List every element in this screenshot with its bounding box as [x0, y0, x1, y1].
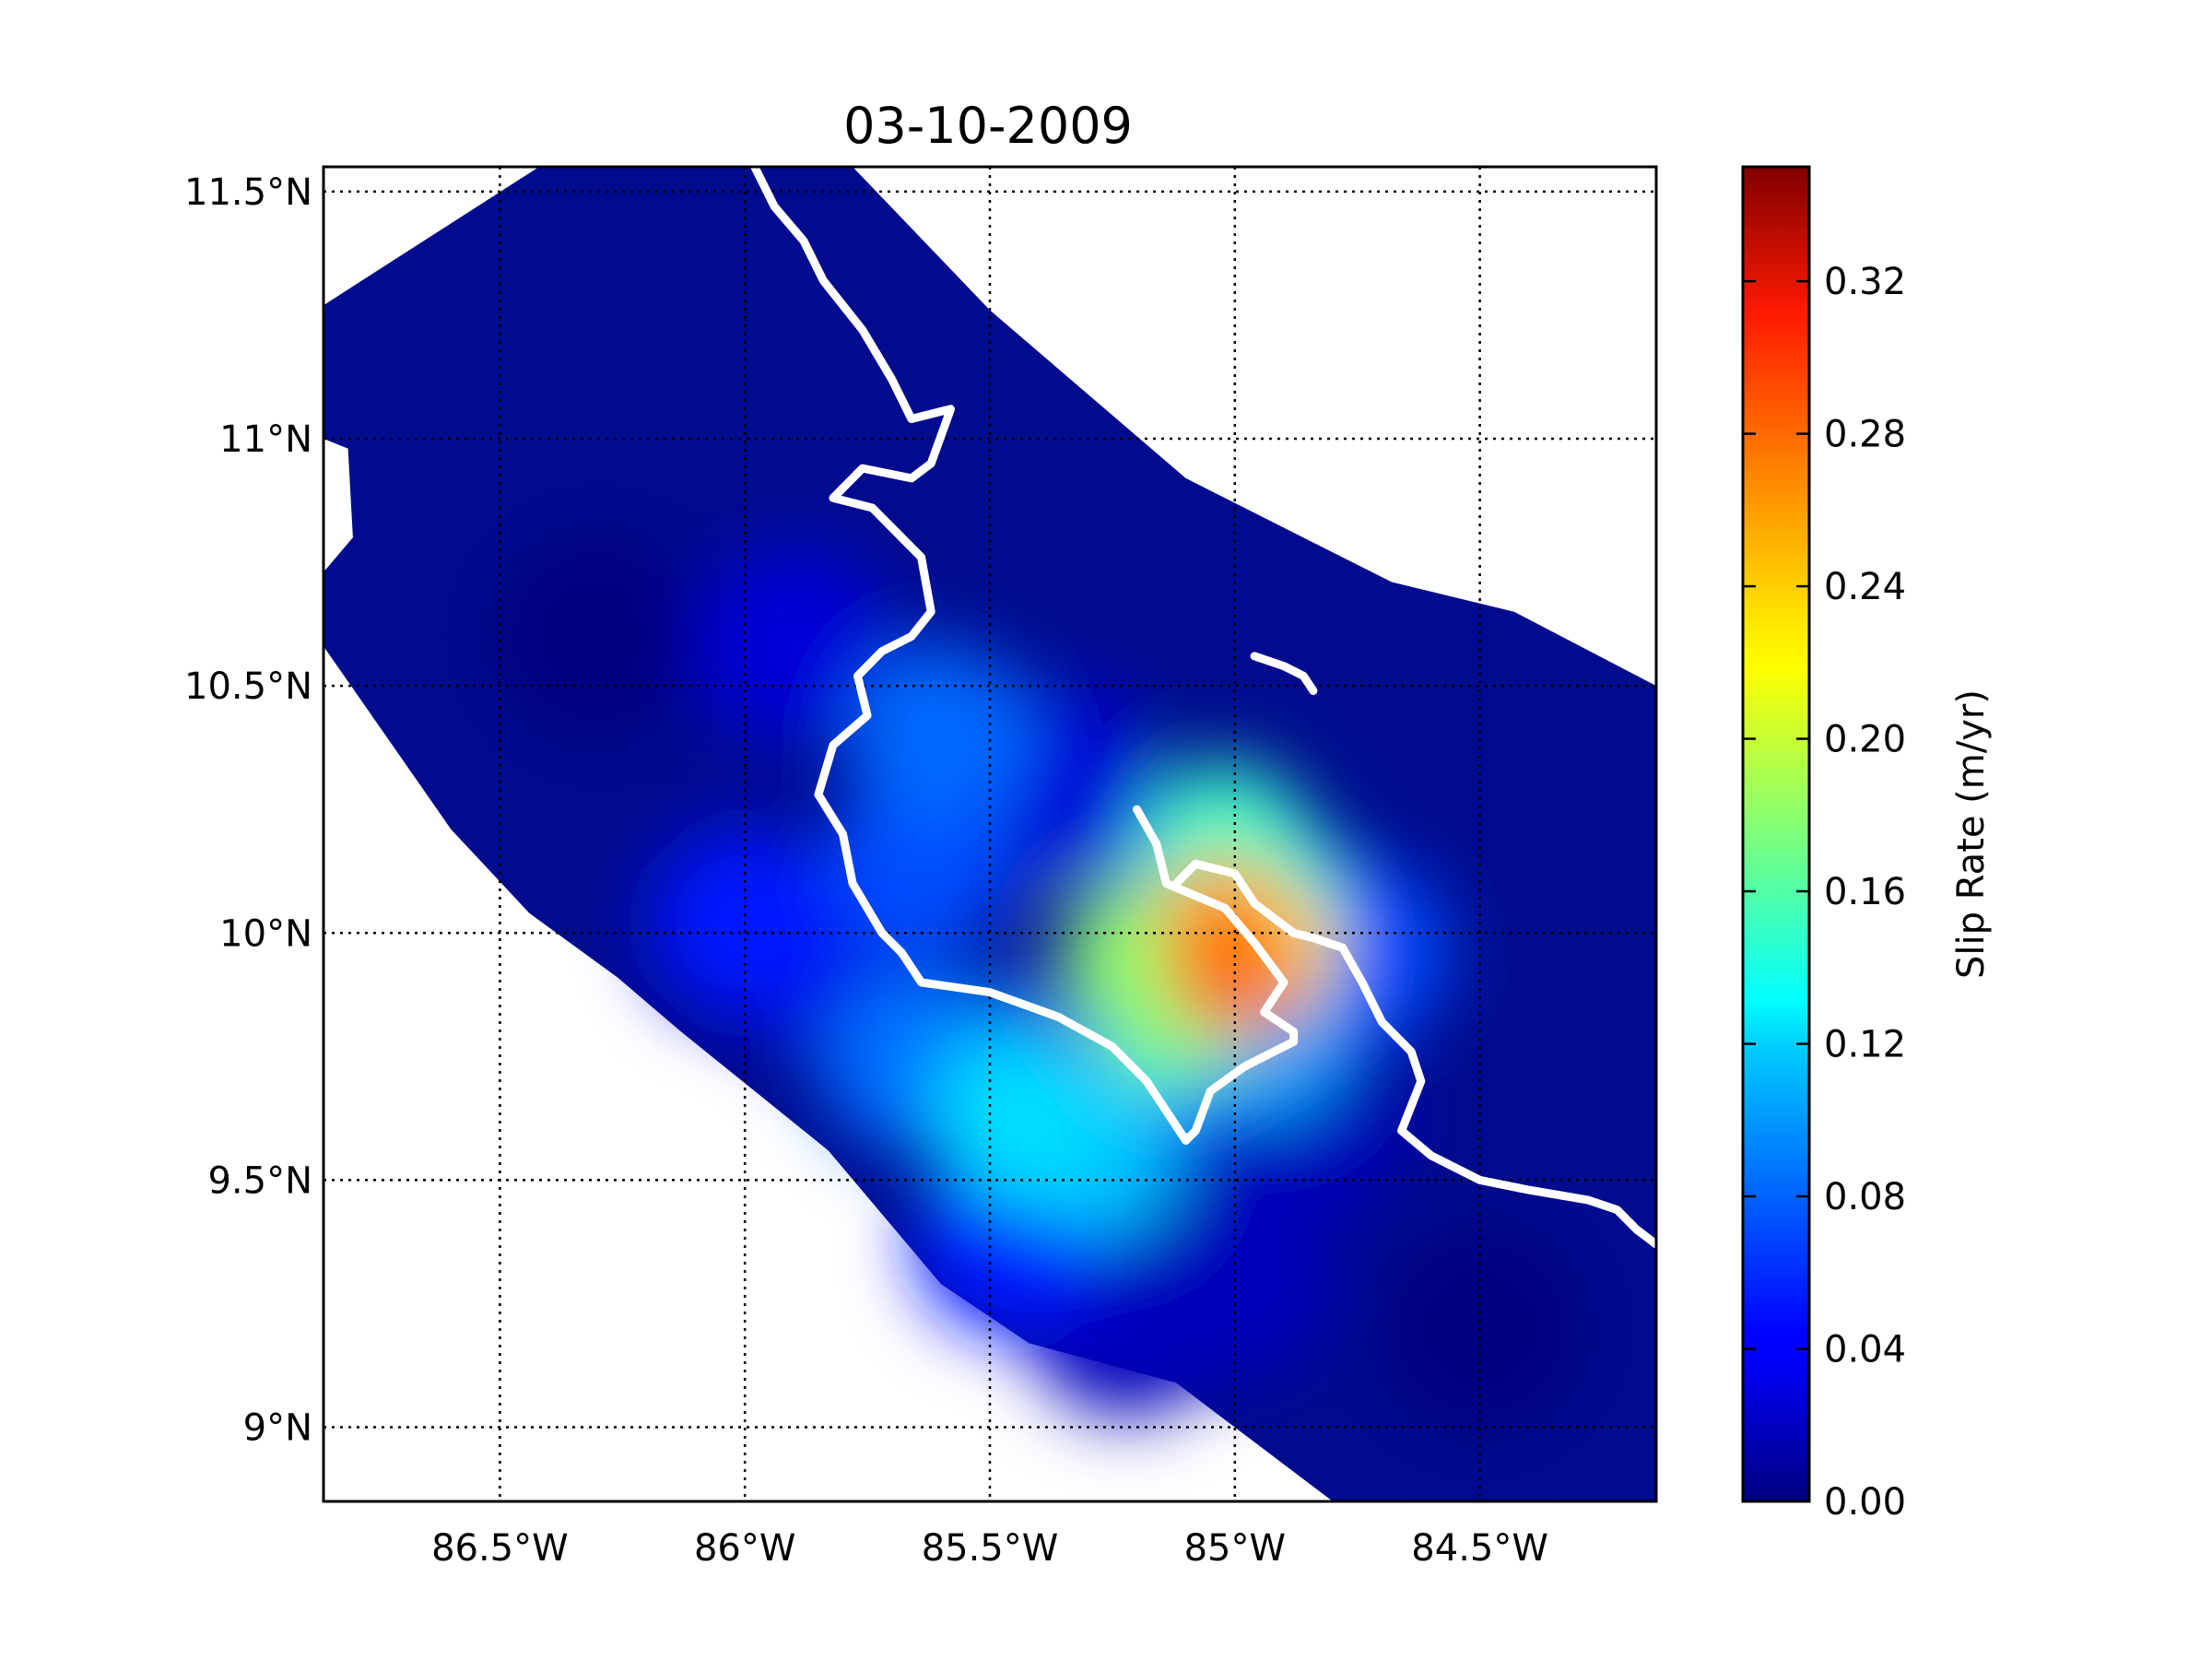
slip-patch-14 — [850, 644, 1032, 827]
colorbar-ticks: 0.00 0.04 0.08 0.12 0.16 0.20 0.24 0.28 0.32 — [1743, 261, 1906, 1524]
y-tick-label-3: 10°N — [219, 912, 312, 955]
x-tick-label-0: 86.5°W — [431, 1527, 569, 1570]
colorbar-tick-label-3: 0.12 — [1824, 1024, 1906, 1066]
slip-patch-5 — [696, 548, 892, 744]
slip-patch-0 — [496, 535, 700, 738]
colorbar-label: Slip Rate (m/yr) — [1950, 689, 1993, 979]
colorbar-tick-label-8: 0.32 — [1824, 261, 1906, 303]
colorbar-tick-label-4: 0.16 — [1824, 871, 1906, 913]
colorbar-tick-label-1: 0.04 — [1824, 1329, 1906, 1371]
x-tick-label-2: 85.5°W — [922, 1527, 1059, 1570]
coastlines — [750, 167, 1656, 1249]
coastline-1 — [1171, 859, 1656, 1249]
coastline-0 — [750, 167, 1299, 1145]
y-tick-label-5: 9°N — [243, 1407, 312, 1450]
colorbar-tick-label-7: 0.28 — [1824, 414, 1906, 456]
x-tick-label-4: 84.5°W — [1411, 1527, 1548, 1570]
colorbar-tick-label-0: 0.00 — [1824, 1481, 1906, 1524]
y-axis-ticks: 11.5°N 11°N 10.5°N 10°N 9.5°N 9°N — [184, 171, 312, 1450]
chart-title: 03-10-2009 — [843, 97, 1133, 155]
colorbar-tick-label-2: 0.08 — [1824, 1176, 1906, 1218]
coastline-2 — [1250, 652, 1318, 695]
x-axis-ticks: 86.5°W 86°W 85.5°W 85°W 84.5°W — [431, 1527, 1548, 1570]
map-frame — [322, 165, 1658, 1503]
colorbar — [1741, 165, 1811, 1503]
map-graticule — [324, 167, 1656, 1501]
colorbar-tick-label-6: 0.24 — [1824, 566, 1906, 608]
x-tick-label-3: 85°W — [1184, 1527, 1286, 1570]
y-tick-label-1: 11°N — [219, 418, 312, 461]
x-tick-label-1: 86°W — [694, 1527, 795, 1570]
slip-patch-19 — [934, 1035, 1105, 1206]
slip-patches — [496, 535, 1582, 1430]
y-tick-label-0: 11.5°N — [184, 171, 312, 214]
colorbar-tick-label-5: 0.20 — [1824, 719, 1906, 761]
y-tick-label-2: 10.5°N — [184, 665, 312, 708]
y-tick-label-4: 9.5°N — [207, 1159, 312, 1202]
